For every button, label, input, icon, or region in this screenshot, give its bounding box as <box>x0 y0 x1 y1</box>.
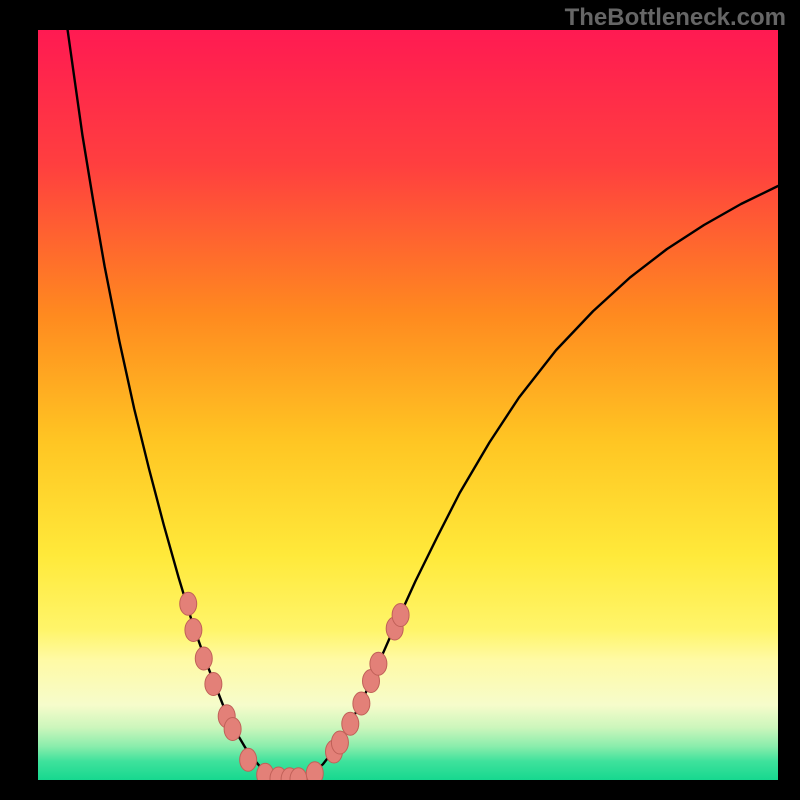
watermark-text: TheBottleneck.com <box>565 4 786 32</box>
gradient-background <box>38 30 778 780</box>
chart-area <box>38 30 778 780</box>
